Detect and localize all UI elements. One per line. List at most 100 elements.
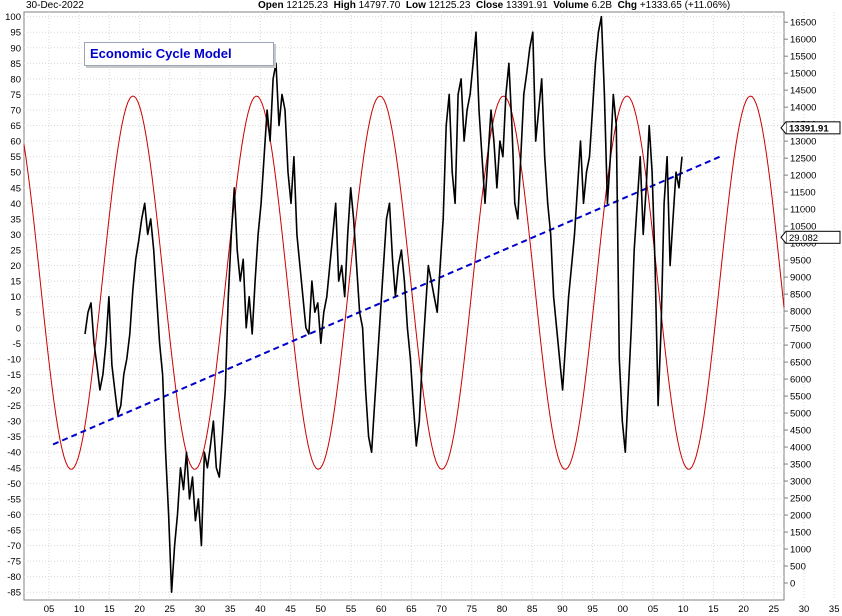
right-tick-label: 7500 — [790, 324, 811, 335]
x-tick-label: 30 — [195, 604, 206, 615]
right-tick-label: 3500 — [790, 460, 811, 471]
x-tick-label: 15 — [708, 604, 719, 615]
close-label: Close — [475, 0, 504, 11]
left-tick-label: -25 — [7, 401, 21, 412]
left-tick-label: 65 — [10, 121, 21, 132]
left-tick-label: 45 — [10, 183, 21, 194]
right-tick-label: 6500 — [790, 358, 811, 369]
x-tick-label: 65 — [406, 604, 417, 615]
right-tick-label: 4000 — [790, 443, 811, 454]
right-tick-label: 9000 — [790, 273, 811, 284]
x-tick-label: 50 — [316, 604, 327, 615]
volume-value: 6.2B — [591, 0, 613, 11]
x-tick-label: 35 — [225, 604, 236, 615]
left-tick-label: -85 — [7, 588, 21, 599]
right-tick-label: 8000 — [790, 307, 811, 318]
right-tick-label: 8500 — [790, 290, 811, 301]
plot-frame — [23, 11, 785, 601]
left-tick-label: -30 — [7, 417, 21, 428]
left-tick-label: 5 — [16, 308, 21, 319]
x-tick-label: 10 — [678, 604, 689, 615]
x-tick-label: 30 — [799, 604, 810, 615]
value-tag-label: 13391.91 — [789, 123, 829, 134]
left-tick-label: -20 — [7, 386, 21, 397]
right-tick-label: 500 — [790, 562, 806, 573]
low-value: 12125.23 — [428, 0, 471, 11]
left-tick-label: -10 — [7, 354, 21, 365]
quote-date: 30-Dec-2022 — [26, 0, 84, 11]
left-tick-label: -5 — [13, 339, 21, 350]
quote-header: 30-Dec-2022 Open 12125.23 High 14797.70 … — [0, 0, 842, 14]
x-tick-label: 55 — [346, 604, 357, 615]
right-tick-label: 14000 — [790, 103, 816, 114]
open-label: Open — [258, 0, 284, 11]
x-tick-label: 05 — [648, 604, 659, 615]
left-tick-label: 90 — [10, 43, 21, 54]
right-tick-label: 1500 — [790, 528, 811, 539]
right-tick-label: 14500 — [790, 86, 816, 97]
value-tag-pointer — [780, 230, 787, 244]
left-tick-label: 95 — [10, 28, 21, 39]
left-tick-label: 50 — [10, 168, 21, 179]
left-tick-label: -70 — [7, 541, 21, 552]
left-tick-label: 40 — [10, 199, 21, 210]
right-tick-label: 9500 — [790, 256, 811, 267]
x-tick-label: 20 — [134, 604, 145, 615]
x-tick-label: 40 — [255, 604, 266, 615]
x-tick-label: 95 — [587, 604, 598, 615]
right-tick-label: 7000 — [790, 341, 811, 352]
chart-title: Economic Cycle Model — [90, 46, 232, 61]
right-tick-label: 12500 — [790, 154, 816, 165]
right-tick-label: 0 — [790, 579, 795, 590]
chg-label: Chg — [617, 0, 638, 11]
left-tick-label: 85 — [10, 59, 21, 70]
left-tick-label: 0 — [16, 323, 21, 334]
left-tick-label: 60 — [10, 137, 21, 148]
left-tick-label: 100 — [5, 12, 21, 23]
right-tick-label: 15000 — [790, 69, 816, 80]
left-tick-label: -80 — [7, 572, 21, 583]
index-line — [84, 15, 683, 593]
left-tick-label: 75 — [10, 90, 21, 101]
right-tick-label: 15500 — [790, 52, 816, 63]
left-tick-label: -50 — [7, 479, 21, 490]
right-tick-label: 10000 — [790, 239, 816, 250]
left-tick-label: 20 — [10, 261, 21, 272]
right-tick-label: 10500 — [790, 222, 816, 233]
left-tick-label: -40 — [7, 448, 21, 459]
close-value: 13391.91 — [505, 0, 548, 11]
left-tick-label: 25 — [10, 246, 21, 257]
left-tick-label: -15 — [7, 370, 21, 381]
high-value: 14797.70 — [358, 0, 401, 11]
x-tick-label: 85 — [527, 604, 538, 615]
x-tick-label: 35 — [829, 604, 840, 615]
left-tick-label: 10 — [10, 292, 21, 303]
x-tick-label: 20 — [738, 604, 749, 615]
x-tick-label: 75 — [467, 604, 478, 615]
left-tick-label: -45 — [7, 463, 21, 474]
left-tick-label: 30 — [10, 230, 21, 241]
low-label: Low — [405, 0, 426, 11]
left-tick-label: -55 — [7, 494, 21, 505]
x-tick-label: 25 — [165, 604, 176, 615]
right-tick-label: 13000 — [790, 137, 816, 148]
right-tick-label: 2500 — [790, 494, 811, 505]
right-tick-label: 16500 — [790, 18, 816, 29]
value-tag-label: 29.082 — [789, 233, 818, 244]
cycle-sine-line — [23, 95, 785, 470]
chg-value: +1333.65 (+11.06%) — [639, 0, 731, 11]
x-tick-label: 80 — [497, 604, 508, 615]
left-tick-label: -75 — [7, 557, 21, 568]
left-tick-label: 70 — [10, 106, 21, 117]
x-tick-label: 00 — [618, 604, 629, 615]
x-tick-label: 45 — [285, 604, 296, 615]
right-tick-label: 3000 — [790, 477, 811, 488]
left-tick-label: -60 — [7, 510, 21, 521]
x-tick-label: 90 — [557, 604, 568, 615]
right-tick-label: 11500 — [790, 188, 816, 199]
chart-title-box: Economic Cycle Model — [84, 42, 274, 66]
right-tick-label: 11000 — [790, 205, 816, 216]
ohlc-readout: Open 12125.23 High 14797.70 Low 12125.23… — [258, 0, 730, 11]
volume-label: Volume — [553, 0, 589, 11]
